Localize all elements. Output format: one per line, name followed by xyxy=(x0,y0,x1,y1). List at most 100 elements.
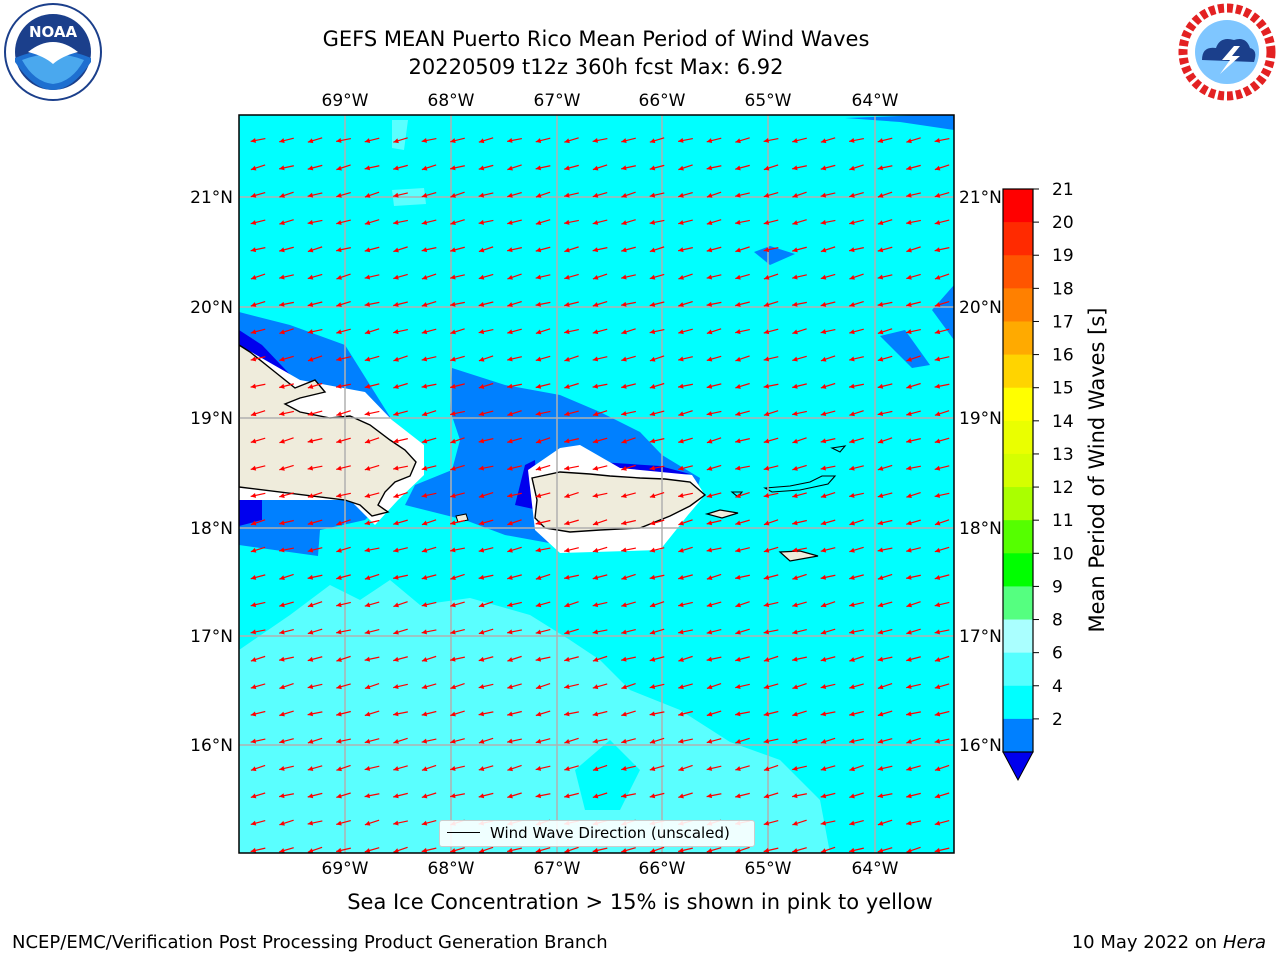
arrow-head xyxy=(621,220,627,226)
wind-wave-arrow xyxy=(934,601,950,608)
arrow-head xyxy=(592,356,599,362)
arrow-head xyxy=(421,247,428,253)
arrow-head xyxy=(592,438,599,444)
wind-wave-arrow xyxy=(792,219,807,226)
wind-wave-arrow xyxy=(592,764,608,772)
arrow-head xyxy=(592,602,599,608)
wind-wave-arrow xyxy=(735,192,750,198)
arrow-head xyxy=(820,766,827,771)
wind-wave-arrow xyxy=(849,629,864,635)
arrow-head xyxy=(478,192,485,198)
wind-wave-arrow xyxy=(934,710,950,717)
wind-wave-arrow xyxy=(934,356,950,362)
arrow-head xyxy=(279,820,285,826)
arrow-head xyxy=(393,438,399,444)
wind-wave-arrow xyxy=(792,328,807,335)
arrow-head xyxy=(906,301,912,307)
arrow-head xyxy=(393,493,399,499)
arrow-head xyxy=(877,383,884,389)
arrow-head xyxy=(592,575,599,580)
arrow-head xyxy=(906,165,912,171)
wind-wave-arrow xyxy=(649,219,665,225)
wind-wave-arrow xyxy=(820,246,836,253)
arrow-head xyxy=(421,820,428,826)
arrow-head xyxy=(336,684,342,690)
arrow-head xyxy=(706,138,713,144)
wind-wave-arrow xyxy=(364,765,380,771)
arrow-head xyxy=(706,493,713,498)
arrow-head xyxy=(307,465,314,471)
wind-wave-arrow xyxy=(564,683,579,689)
arrow-head xyxy=(792,165,798,171)
wind-wave-arrow xyxy=(678,792,693,799)
wind-wave-arrow xyxy=(849,710,864,717)
arrow-head xyxy=(450,684,456,690)
arrow-head xyxy=(592,465,599,471)
arrow-head xyxy=(678,356,684,362)
wind-wave-arrow xyxy=(421,819,437,826)
arrow-head xyxy=(336,274,342,280)
arrow-head xyxy=(592,302,599,307)
wind-wave-arrow xyxy=(706,328,722,335)
wind-wave-arrow xyxy=(250,492,266,498)
arrow-head xyxy=(906,438,912,444)
wind-wave-arrow xyxy=(934,792,950,799)
wind-wave-arrow xyxy=(763,710,779,717)
wind-wave-arrow xyxy=(621,793,636,799)
wind-wave-arrow xyxy=(592,710,608,717)
wind-wave-arrow xyxy=(393,465,408,471)
arrow-head xyxy=(678,629,684,635)
arrow-head xyxy=(763,793,770,799)
arrow-head xyxy=(706,602,713,608)
arrow-head xyxy=(906,602,912,608)
arrow-head xyxy=(792,329,798,335)
lon-label-top: 66°W xyxy=(639,91,686,111)
arrow-head xyxy=(507,575,513,580)
arrow-head xyxy=(507,602,513,608)
arrow-head xyxy=(621,738,627,744)
wind-wave-arrow xyxy=(877,573,893,580)
arrow-head xyxy=(279,738,285,744)
wind-wave-arrow xyxy=(450,519,465,526)
wind-wave-arrow xyxy=(450,246,465,253)
arrow-head xyxy=(678,438,684,444)
wind-wave-arrow xyxy=(307,628,323,635)
arrow-head xyxy=(364,138,371,144)
arrow-head xyxy=(336,247,342,253)
wind-wave-arrow xyxy=(763,574,779,580)
wind-wave-arrow xyxy=(877,328,893,335)
wind-wave-arrow xyxy=(706,793,722,799)
wind-wave-arrow xyxy=(763,191,779,198)
wind-wave-arrow xyxy=(279,765,294,771)
colorbar-tick-label: 4 xyxy=(1052,677,1063,697)
arrow-head xyxy=(763,438,770,444)
wind-wave-arrow xyxy=(877,492,893,498)
wind-wave-arrow xyxy=(649,601,665,608)
arrow-head xyxy=(849,520,855,526)
arrow-head xyxy=(877,165,884,171)
wind-wave-arrow xyxy=(478,765,494,771)
wind-wave-arrow xyxy=(421,574,437,580)
arrow-head xyxy=(478,247,485,253)
wind-wave-arrow xyxy=(421,219,437,225)
wind-wave-arrow xyxy=(364,328,380,335)
arrow-head xyxy=(421,684,428,690)
arrow-head xyxy=(336,629,342,635)
arrow-head xyxy=(735,274,741,280)
wind-wave-arrow xyxy=(849,847,864,853)
arrow-head xyxy=(820,356,827,362)
wind-wave-arrow xyxy=(507,764,522,772)
arrow-head xyxy=(763,575,770,580)
wind-wave-arrow xyxy=(906,438,921,444)
arrow-head xyxy=(279,684,285,690)
wind-wave-arrow xyxy=(735,519,750,526)
wind-wave-arrow xyxy=(649,628,665,635)
wind-wave-arrow xyxy=(621,601,636,608)
wind-wave-arrow xyxy=(279,301,294,307)
wind-wave-arrow xyxy=(877,383,893,389)
wind-wave-arrow xyxy=(735,465,750,471)
wind-wave-arrow xyxy=(792,464,807,471)
wind-wave-arrow xyxy=(678,546,693,553)
wind-wave-arrow xyxy=(535,437,551,444)
wind-wave-arrow xyxy=(535,219,551,226)
